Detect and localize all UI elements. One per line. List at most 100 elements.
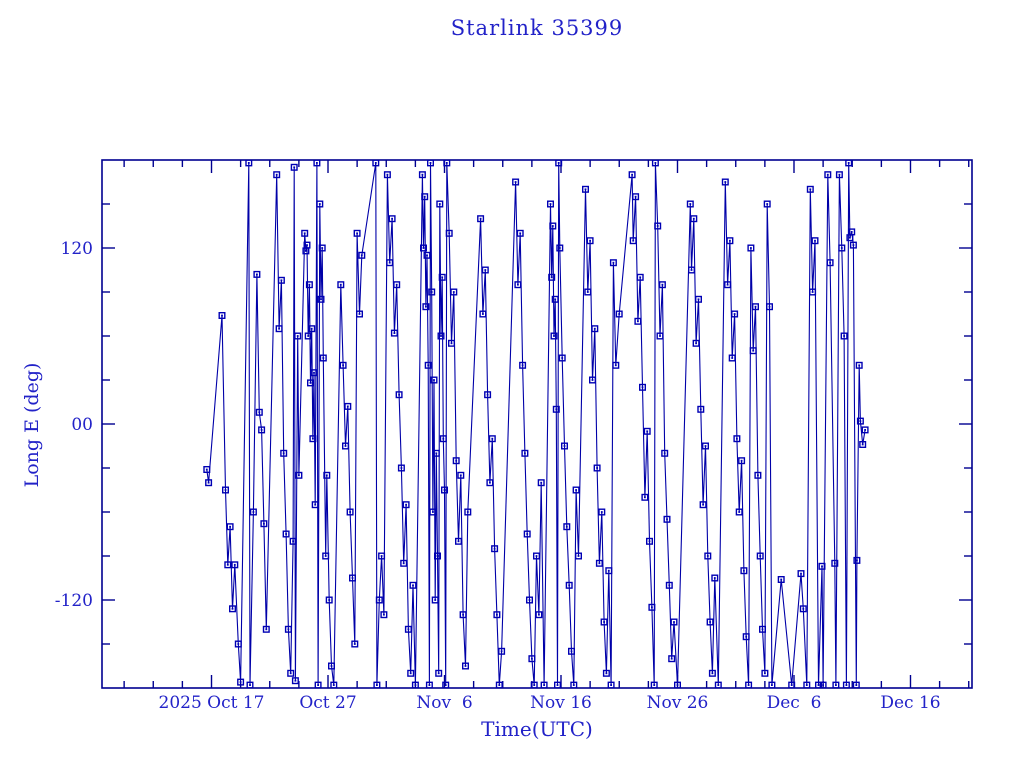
data-point-center-dot [308, 283, 311, 286]
data-point-marker [528, 655, 536, 663]
data-point-marker [228, 605, 236, 613]
data-point-center-dot [303, 232, 306, 235]
data-point-marker [462, 662, 470, 670]
data-point-marker [835, 171, 843, 179]
data-point-center-dot [312, 437, 314, 440]
data-point-center-dot [443, 489, 446, 491]
data-point-marker [726, 237, 734, 245]
data-point-marker [411, 681, 419, 688]
data-point-marker [342, 442, 350, 450]
data-point-marker [853, 556, 861, 564]
data-point-marker [400, 559, 408, 567]
data-point-center-dot [847, 162, 850, 164]
data-point-marker [224, 561, 232, 569]
data-point-center-dot [498, 684, 501, 686]
data-point-marker [439, 435, 447, 443]
data-point-marker [395, 391, 403, 399]
data-point-center-dot [750, 247, 752, 249]
data-point-center-dot [572, 684, 575, 686]
data-point-center-dot [747, 684, 750, 686]
data-point-marker [310, 369, 318, 377]
data-point-center-dot [855, 684, 858, 686]
data-point-marker [316, 200, 324, 208]
data-point-center-dot [724, 181, 727, 183]
data-point-center-dot [596, 467, 598, 469]
data-point-marker [255, 408, 263, 416]
data-point-center-dot [600, 511, 603, 513]
data-point-center-dot [432, 511, 434, 513]
y-axis-title: Long E (deg) [21, 362, 43, 488]
data-point-center-dot [553, 335, 555, 337]
data-point-marker [526, 596, 534, 604]
data-point-marker [249, 508, 257, 516]
data-point-marker [721, 178, 729, 186]
data-point-center-dot [740, 459, 743, 462]
data-point-marker [349, 574, 357, 582]
data-point-marker [328, 662, 336, 670]
data-point-center-dot [309, 382, 312, 384]
data-point-center-dot [764, 672, 766, 675]
data-point-center-dot [673, 621, 675, 623]
data-point-center-dot [226, 563, 229, 566]
data-point-center-dot [726, 283, 729, 286]
data-point-center-dot [500, 650, 503, 653]
data-point-center-dot [589, 239, 591, 242]
data-point-center-dot [427, 364, 430, 367]
data-point-center-dot [491, 437, 494, 440]
data-point-center-dot [289, 672, 292, 675]
data-point-marker [811, 237, 819, 245]
data-point-center-dot [438, 203, 441, 205]
data-point-marker [258, 426, 266, 434]
data-markers [203, 160, 869, 688]
data-point-center-dot [442, 437, 445, 440]
data-point-marker [561, 442, 569, 450]
data-point-marker [325, 596, 333, 604]
data-point-marker [356, 310, 364, 318]
data-point-marker [609, 259, 617, 267]
data-point-center-dot [496, 613, 498, 616]
data-point-center-dot [533, 684, 536, 686]
data-point-marker [291, 677, 299, 685]
data-point-marker [307, 379, 315, 387]
data-point-marker [634, 317, 642, 325]
data-point-center-dot [307, 335, 310, 337]
chart-title: Starlink 35399 [450, 16, 624, 40]
data-point-center-dot [631, 173, 633, 176]
data-point-marker [380, 611, 388, 619]
data-point-marker [842, 681, 850, 688]
data-point-marker [702, 442, 710, 450]
data-point-center-dot [648, 540, 651, 543]
data-point-center-dot [713, 577, 716, 579]
data-point-marker [749, 347, 757, 355]
data-point-marker [818, 562, 826, 570]
data-point-center-dot [864, 429, 866, 431]
data-point-marker [311, 501, 319, 509]
data-point-center-dot [425, 305, 427, 308]
data-point-marker [253, 270, 261, 278]
data-point-marker [815, 681, 823, 688]
data-point-marker [803, 681, 811, 688]
data-point-center-dot [224, 489, 227, 491]
data-point-marker [711, 574, 719, 582]
data-point-marker [280, 449, 288, 457]
data-point-center-dot [436, 555, 439, 557]
data-point-center-dot [849, 236, 851, 239]
data-point-center-dot [428, 684, 431, 686]
data-point-center-dot [398, 393, 400, 396]
data-point-marker [533, 552, 541, 560]
data-point-center-dot [349, 511, 351, 513]
data-point-center-dot [704, 445, 707, 447]
data-point-center-dot [838, 173, 841, 176]
data-point-marker [591, 325, 599, 333]
data-point-center-dot [247, 162, 250, 164]
data-point-marker [319, 354, 327, 362]
data-point-marker [273, 171, 281, 179]
data-point-center-dot [400, 467, 403, 469]
data-point-marker [605, 567, 613, 575]
data-point-marker [477, 215, 485, 223]
data-point-marker [568, 647, 576, 655]
data-point-marker [747, 244, 755, 252]
data-point-center-dot [821, 565, 823, 568]
data-point-marker [429, 508, 437, 516]
data-point-marker [317, 295, 325, 303]
